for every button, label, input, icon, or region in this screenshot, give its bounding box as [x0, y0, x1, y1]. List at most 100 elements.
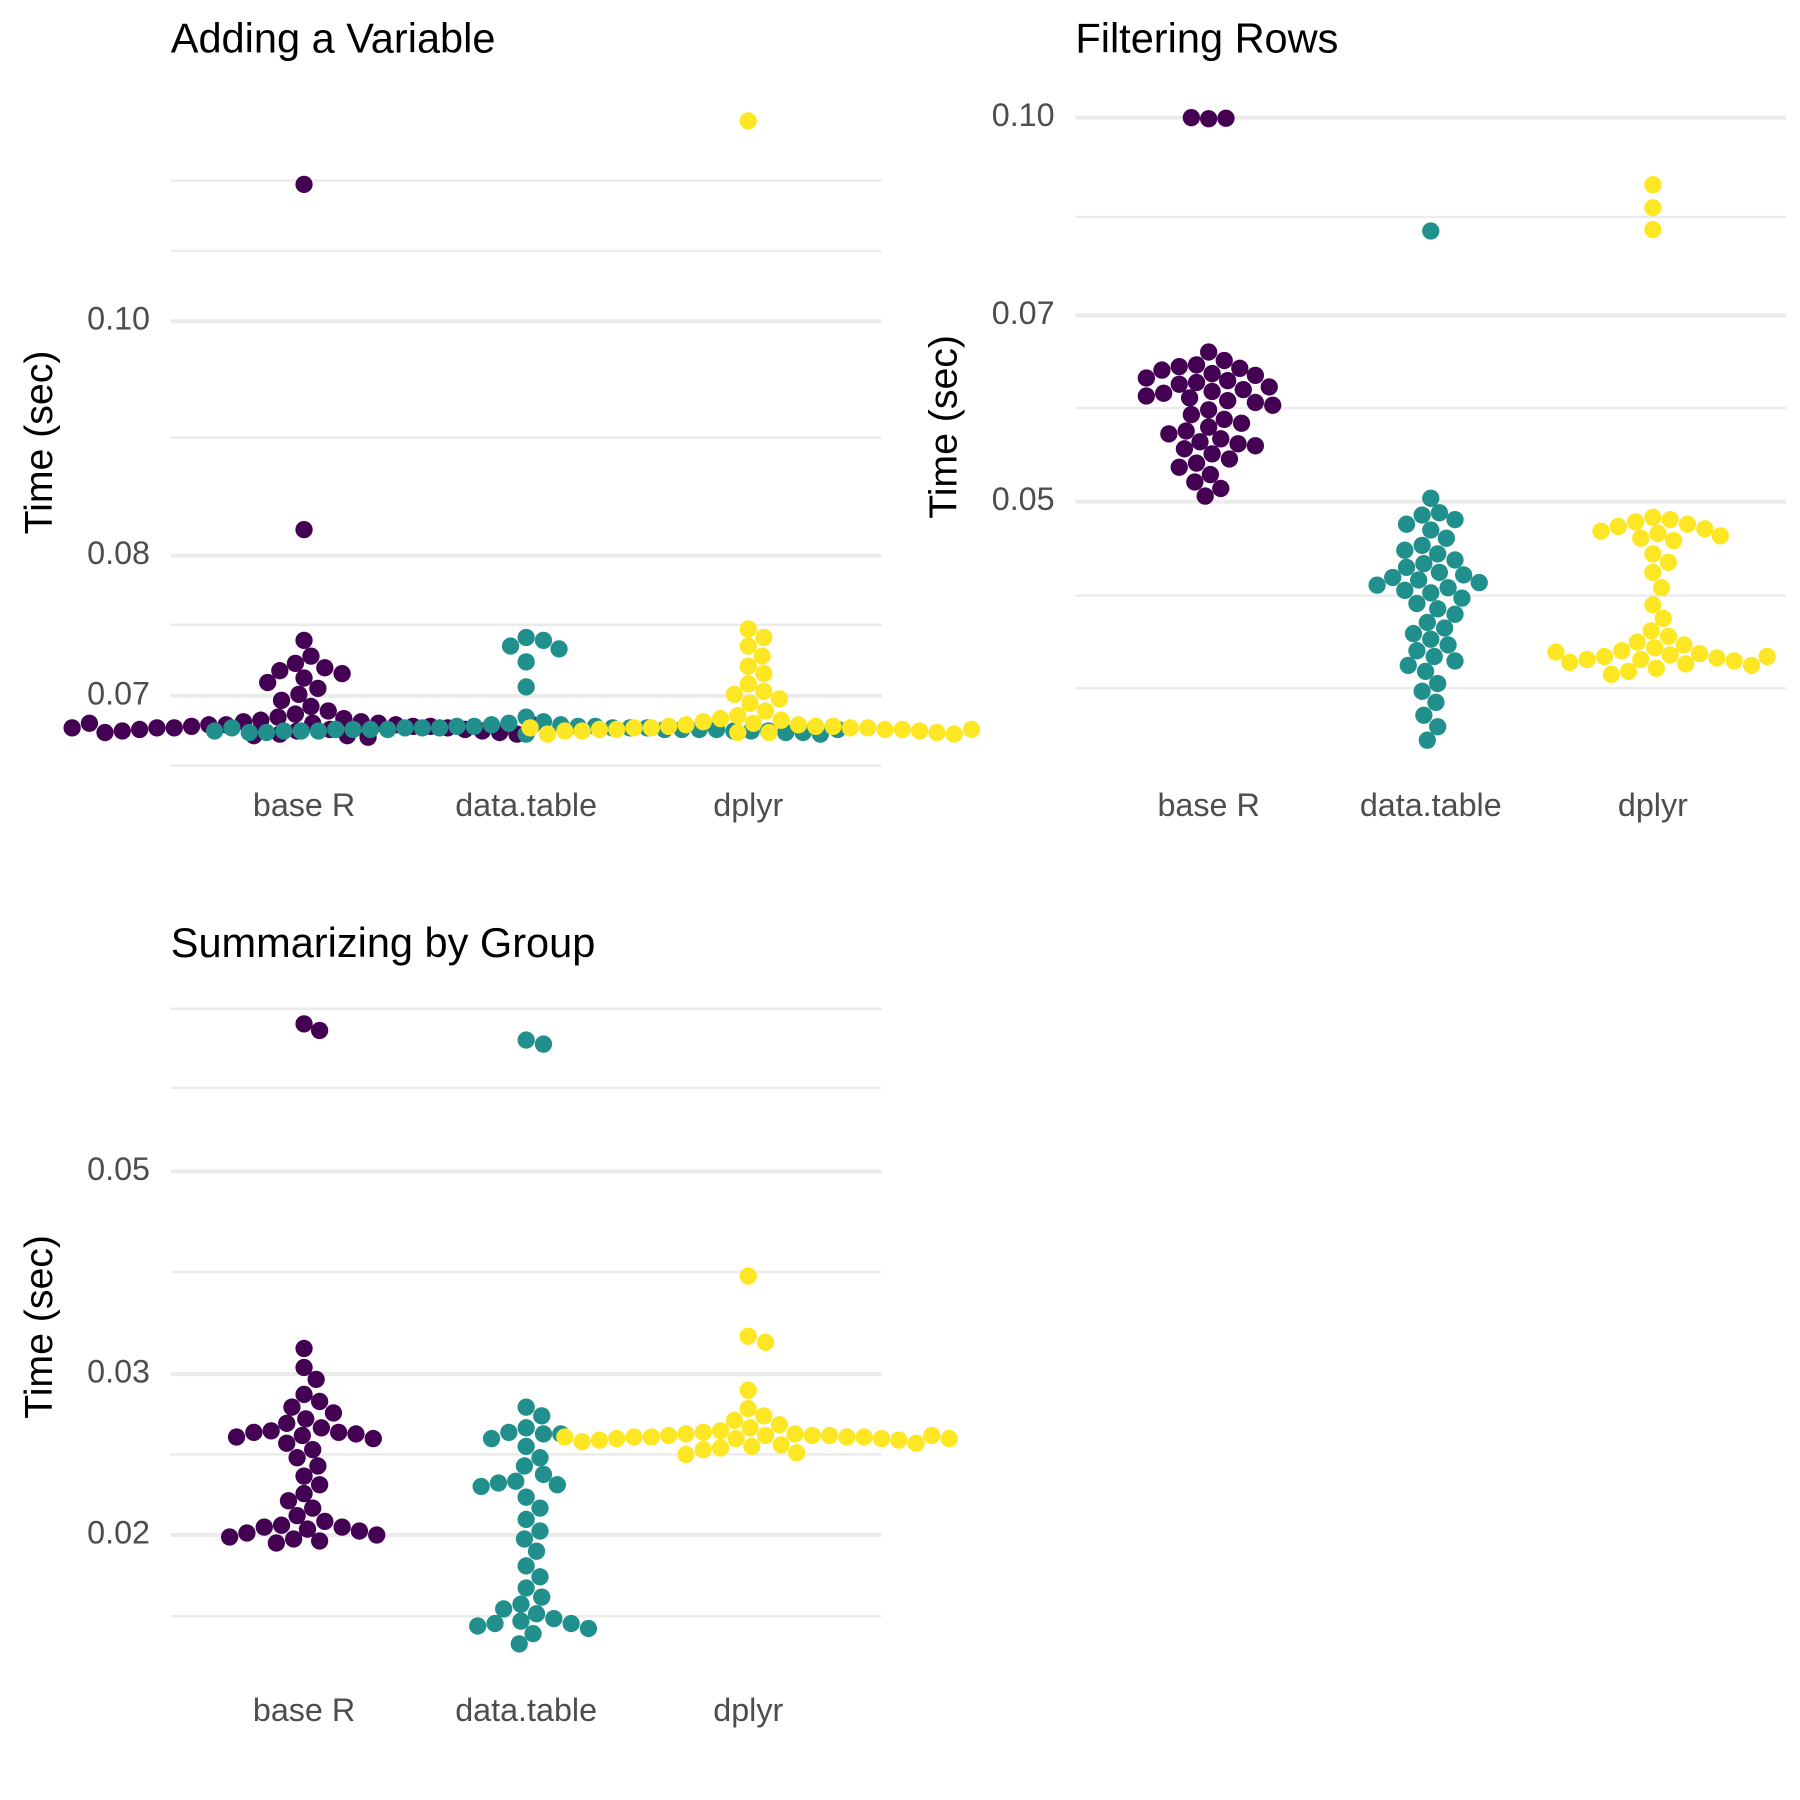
point [772, 1436, 790, 1454]
x-tick-label: data.table [455, 787, 597, 823]
point [1234, 380, 1252, 399]
point [725, 1411, 744, 1429]
point [677, 1445, 695, 1464]
point [1200, 110, 1218, 128]
point [538, 725, 557, 743]
point [309, 722, 328, 740]
point [1408, 642, 1426, 660]
point [310, 1476, 329, 1494]
point [1430, 504, 1449, 522]
point [694, 713, 712, 731]
point [1470, 573, 1488, 592]
point [872, 1429, 891, 1448]
point [1644, 508, 1662, 526]
point [448, 717, 466, 736]
point [1170, 357, 1188, 376]
point [1453, 589, 1471, 607]
point [533, 1407, 551, 1425]
point [515, 1457, 534, 1475]
point [298, 1520, 317, 1538]
point [1644, 545, 1662, 563]
point [527, 1542, 546, 1560]
y-tick-label: 0.08 [87, 535, 150, 571]
point [1415, 555, 1433, 573]
point [820, 1426, 839, 1445]
point [295, 1484, 313, 1503]
point [517, 1557, 535, 1575]
point [307, 1370, 325, 1389]
point [205, 722, 224, 740]
point [739, 1267, 757, 1285]
point [1397, 515, 1416, 533]
point [531, 1568, 549, 1586]
point [756, 702, 775, 720]
point [1231, 359, 1249, 377]
point [1203, 364, 1221, 383]
y-tick-label: 0.05 [87, 1151, 150, 1187]
point [739, 112, 757, 130]
point [1677, 655, 1695, 673]
point [739, 675, 757, 693]
point [1644, 596, 1662, 614]
point [1219, 391, 1237, 410]
point [257, 723, 276, 742]
point [283, 1398, 301, 1416]
point [495, 1600, 513, 1618]
point [739, 637, 757, 655]
point [786, 1425, 804, 1443]
point [517, 1398, 535, 1416]
point [1246, 393, 1265, 412]
point [512, 1595, 530, 1613]
point [579, 1619, 598, 1638]
point [1649, 524, 1667, 543]
point [1446, 551, 1464, 569]
point [534, 1035, 553, 1053]
point [727, 1429, 745, 1448]
point [660, 1426, 678, 1445]
point [368, 1526, 386, 1544]
point [220, 1528, 239, 1546]
point [1690, 644, 1709, 663]
point [711, 1439, 730, 1457]
point [182, 717, 201, 736]
point [1422, 630, 1440, 648]
point [841, 719, 860, 737]
point [1170, 375, 1188, 393]
point [1725, 652, 1743, 670]
point [531, 1499, 549, 1517]
point [548, 1476, 566, 1494]
point [295, 520, 313, 539]
point [1665, 531, 1683, 550]
point [677, 716, 695, 734]
point [1384, 568, 1402, 587]
point [1632, 650, 1650, 669]
point [1416, 662, 1435, 681]
point [295, 669, 313, 687]
point [1620, 662, 1638, 681]
point [590, 1431, 609, 1449]
point [590, 720, 609, 739]
point [1186, 473, 1204, 491]
point [278, 1434, 296, 1452]
point [1675, 636, 1693, 654]
point [1609, 517, 1627, 536]
point [1137, 369, 1155, 387]
point [1408, 594, 1426, 613]
point [755, 1407, 773, 1425]
point [396, 719, 414, 737]
point [1187, 356, 1206, 374]
point [741, 1419, 759, 1437]
point [486, 1614, 504, 1633]
chart-title: Summarizing by Group [171, 919, 596, 966]
point [660, 717, 678, 736]
point [269, 708, 287, 726]
point [1661, 510, 1679, 529]
point [379, 720, 397, 739]
point [1644, 176, 1662, 194]
point [1422, 222, 1440, 240]
point [1661, 646, 1679, 664]
point [756, 1426, 775, 1445]
point [945, 725, 963, 743]
point [293, 1426, 311, 1445]
point [1592, 522, 1610, 540]
